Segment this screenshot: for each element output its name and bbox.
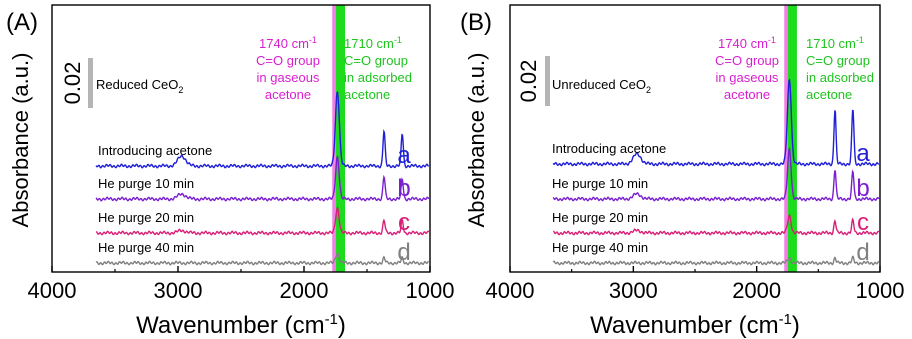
sample-label: Reduced CeO2 bbox=[96, 77, 183, 95]
x-tick-label: 2000 bbox=[280, 278, 329, 303]
series-letter: d bbox=[397, 239, 410, 266]
sample-label: Unreduced CeO2 bbox=[552, 77, 651, 95]
series-name: He purge 40 min bbox=[552, 240, 648, 255]
x-axis-label-sup: -1 bbox=[325, 311, 338, 328]
x-tick-label: 1000 bbox=[406, 278, 455, 303]
series-name: He purge 10 min bbox=[552, 176, 648, 191]
sample-label-text: Unreduced CeO bbox=[552, 77, 646, 92]
sample-label-sub: 2 bbox=[178, 85, 183, 95]
series-line bbox=[552, 78, 880, 167]
series-name: He purge 20 min bbox=[98, 210, 194, 225]
series-letter: c bbox=[398, 209, 410, 236]
band-label-adsorbed: in adsorbed bbox=[806, 70, 874, 85]
band-label-gaseous: 1740 cm-1 bbox=[259, 35, 317, 51]
band-label-sup: -1 bbox=[394, 35, 402, 45]
band-label-gaseous: in gaseous bbox=[257, 70, 320, 85]
sample-label-text: Reduced CeO bbox=[96, 77, 178, 92]
x-axis-label-close: ) bbox=[792, 312, 800, 339]
x-axis-label-text: Wavenumber (cm bbox=[590, 312, 778, 339]
band-label-adsorbed: 1710 cm-1 bbox=[806, 35, 864, 51]
scale-bar-value: 0.02 bbox=[516, 60, 541, 103]
band-label-gaseous: in gaseous bbox=[716, 70, 779, 85]
band-label-adsorbed: acetone bbox=[806, 87, 852, 102]
series-letter: b bbox=[856, 175, 869, 202]
series-line bbox=[95, 205, 430, 236]
band-label-adsorbed: C=O group bbox=[344, 53, 408, 68]
series-letter: c bbox=[857, 209, 869, 236]
series-line bbox=[553, 213, 880, 236]
series-letter: d bbox=[856, 239, 869, 266]
scale-bar bbox=[545, 56, 550, 106]
band-label-adsorbed: acetone bbox=[344, 87, 390, 102]
band-label-gaseous: acetone bbox=[265, 87, 311, 102]
series-name: He purge 40 min bbox=[98, 240, 194, 255]
x-axis-label-text: Wavenumber (cm bbox=[136, 312, 324, 339]
band-label-gaseous: acetone bbox=[724, 87, 770, 102]
series-name: He purge 10 min bbox=[98, 176, 194, 191]
x-tick-label: 3000 bbox=[609, 278, 658, 303]
series-line bbox=[95, 252, 429, 266]
band-label-adsorbed: in adsorbed bbox=[344, 70, 412, 85]
x-axis-label-sup: -1 bbox=[779, 311, 792, 328]
series-line bbox=[95, 90, 430, 169]
x-axis-label: Wavenumber (cm-1) bbox=[136, 311, 346, 339]
series-letter: a bbox=[856, 140, 870, 167]
band-label-gaseous: C=O group bbox=[256, 53, 320, 68]
series-line bbox=[552, 255, 880, 266]
band-label-adsorbed: C=O group bbox=[806, 53, 870, 68]
x-tick-label: 2000 bbox=[732, 278, 781, 303]
series-name: He purge 20 min bbox=[552, 210, 648, 225]
series-letter: b bbox=[397, 175, 410, 202]
series-name: Introducing acetone bbox=[552, 141, 666, 156]
x-tick-label: 4000 bbox=[28, 278, 77, 303]
panel-b: 1740 cm-1 C=O group in gaseous acetone 1710 … bbox=[460, 4, 905, 339]
series-letter: a bbox=[397, 142, 411, 169]
panel-label: (A) bbox=[6, 9, 38, 36]
y-axis-label: Absorbance (a.u.) bbox=[464, 53, 489, 228]
x-tick-label: 3000 bbox=[154, 278, 203, 303]
band-label-adsorbed: 1710 cm-1 bbox=[344, 35, 402, 51]
band-label-gaseous: 1740 cm-1 bbox=[718, 35, 776, 51]
panel-a: 1740 cm-1 C=O group in gaseous acetone 1710 … bbox=[6, 4, 455, 339]
panel-label: (B) bbox=[460, 9, 492, 36]
x-axis-label: Wavenumber (cm-1) bbox=[590, 311, 800, 339]
band-label-sup: -1 bbox=[309, 35, 317, 45]
x-axis-label-close: ) bbox=[338, 312, 346, 339]
band-label-sup: -1 bbox=[856, 35, 864, 45]
x-tick-label: 1000 bbox=[856, 278, 905, 303]
series-line bbox=[95, 155, 430, 202]
series-line bbox=[552, 147, 880, 202]
scale-bar-value: 0.02 bbox=[60, 62, 85, 105]
x-tick-label: 4000 bbox=[486, 278, 535, 303]
band-label-gaseous: C=O group bbox=[715, 53, 779, 68]
y-axis-label: Absorbance (a.u.) bbox=[8, 53, 33, 228]
sample-label-sub: 2 bbox=[646, 85, 651, 95]
series-name: Introducing acetone bbox=[98, 143, 212, 158]
scale-bar bbox=[88, 58, 93, 108]
band-label-sup: -1 bbox=[768, 35, 776, 45]
